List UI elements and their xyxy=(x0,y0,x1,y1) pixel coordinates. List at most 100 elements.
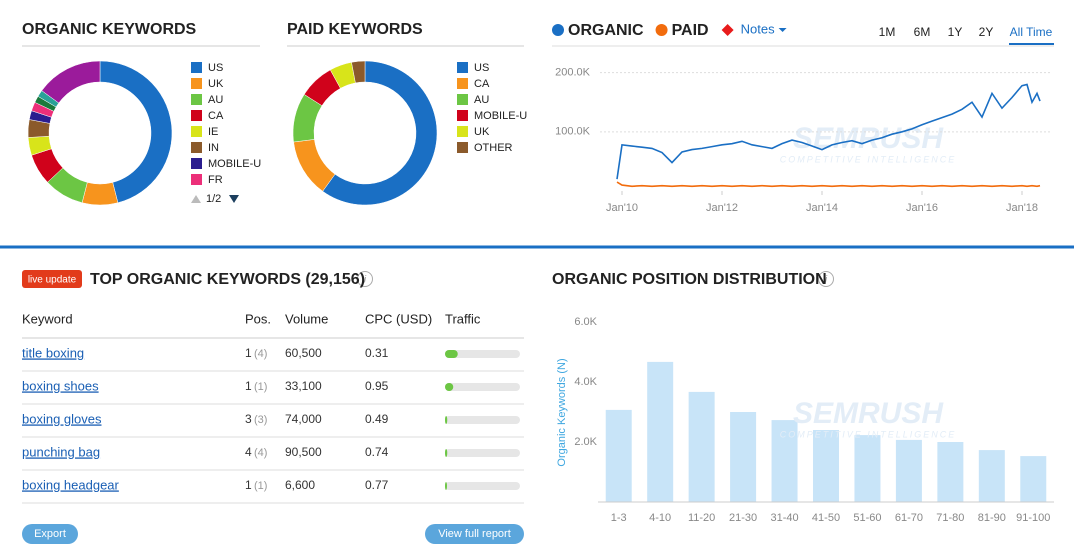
page-next[interactable] xyxy=(229,195,239,203)
keyword-link[interactable]: boxing headgear xyxy=(22,477,120,492)
previous-position: (4) xyxy=(254,348,267,360)
bar xyxy=(1020,456,1047,502)
section-title: ORGANIC KEYWORDS xyxy=(22,21,197,38)
column-header: Keyword xyxy=(22,311,73,326)
button[interactable] xyxy=(22,524,78,544)
section-title: PAID KEYWORDS xyxy=(287,21,423,38)
legend-label: IN xyxy=(208,142,219,154)
watermark-tagline: COMPETITIVE INTELLIGENCE xyxy=(780,154,957,164)
section-title: TOP ORGANIC KEYWORDS (29,156) xyxy=(90,271,365,288)
x-tick-label: 61-70 xyxy=(895,512,923,524)
legend-swatch xyxy=(457,78,468,89)
bar xyxy=(647,361,674,502)
legend-swatch xyxy=(191,62,202,73)
traffic-bar xyxy=(445,482,447,490)
donut-slice xyxy=(99,60,173,204)
range-button[interactable]: 2Y xyxy=(979,25,994,39)
section-title: ORGANIC POSITION DISTRIBUTION xyxy=(552,271,827,288)
x-tick-label: 41-50 xyxy=(812,512,840,524)
keyword-link[interactable]: boxing gloves xyxy=(22,411,102,426)
info-icon-glyph: i xyxy=(825,275,828,286)
donut-slice xyxy=(81,182,119,206)
position: 1 xyxy=(245,478,252,492)
legend-label: ORGANIC xyxy=(568,22,644,39)
legend-label: US xyxy=(208,62,223,74)
keyword-link[interactable]: boxing shoes xyxy=(22,378,99,393)
watermark-tagline: COMPETITIVE INTELLIGENCE xyxy=(780,429,957,439)
keyword-link[interactable]: title boxing xyxy=(22,345,84,360)
y-tick-label: 6.0K xyxy=(574,316,597,328)
legend-label: IE xyxy=(208,126,218,138)
y-tick-label: 100.0K xyxy=(555,126,591,138)
volume: 74,000 xyxy=(285,412,322,426)
button-label[interactable]: View full report xyxy=(438,528,511,540)
x-tick-label: 4-10 xyxy=(649,512,671,524)
watermark: SEMRUSH xyxy=(793,397,944,430)
x-tick-label: 1-3 xyxy=(611,512,627,524)
traffic-track xyxy=(445,416,520,424)
notes-caret xyxy=(778,28,787,32)
range-button[interactable]: 6M xyxy=(914,25,931,39)
button-label[interactable]: Export xyxy=(34,528,66,540)
x-tick-label: 71-80 xyxy=(936,512,964,524)
legend-label: AU xyxy=(474,94,489,106)
position: 1 xyxy=(245,346,252,360)
bar xyxy=(730,412,757,502)
bar xyxy=(771,420,798,502)
bar xyxy=(688,391,715,502)
legend-swatch xyxy=(457,126,468,137)
cpc: 0.49 xyxy=(365,412,389,426)
cpc: 0.31 xyxy=(365,346,389,360)
live-badge-label: live update xyxy=(28,275,77,286)
column-header: CPC (USD) xyxy=(365,311,432,326)
donut-slice xyxy=(41,60,101,104)
bar xyxy=(978,450,1005,502)
donut-slice xyxy=(351,60,366,84)
legend-label: UK xyxy=(208,78,224,90)
pagination: 1/2 xyxy=(206,193,221,205)
volume: 60,500 xyxy=(285,346,322,360)
legend-label: MOBILE-U xyxy=(208,158,261,170)
legend-label: UK xyxy=(474,126,490,138)
button[interactable] xyxy=(425,524,524,544)
position: 1 xyxy=(245,379,252,393)
previous-position: (1) xyxy=(254,480,267,492)
notes-toggle[interactable]: Notes xyxy=(741,21,775,36)
legend-label: CA xyxy=(208,110,224,122)
legend-label: PAID xyxy=(672,22,709,39)
x-tick-label: Jan'10 xyxy=(606,202,638,214)
x-tick-label: 21-30 xyxy=(729,512,757,524)
live-badge xyxy=(22,270,82,288)
traffic-track xyxy=(445,482,520,490)
bar xyxy=(854,435,881,502)
x-tick-label: 91-100 xyxy=(1016,512,1050,524)
x-tick-label: Jan'14 xyxy=(806,202,838,214)
watermark: SEMRUSH xyxy=(793,122,944,155)
range-button[interactable]: All Time xyxy=(1010,25,1053,39)
notes-icon xyxy=(721,24,734,36)
line-series xyxy=(616,83,1041,180)
range-button[interactable]: 1Y xyxy=(948,25,963,39)
y-tick-label: 4.0K xyxy=(574,376,597,388)
legend-swatch xyxy=(191,142,202,153)
legend-dot xyxy=(552,24,564,36)
previous-position: (1) xyxy=(254,381,267,393)
y-axis-title: Organic Keywords (N) xyxy=(556,358,568,466)
page-prev[interactable] xyxy=(191,195,201,203)
cpc: 0.77 xyxy=(365,478,389,492)
info-icon[interactable] xyxy=(357,271,373,287)
traffic-track xyxy=(445,449,520,457)
bar xyxy=(937,442,964,502)
traffic-track xyxy=(445,350,520,358)
previous-position: (4) xyxy=(254,447,267,459)
x-tick-label: 11-20 xyxy=(688,512,715,524)
keyword-link[interactable]: punching bag xyxy=(22,444,100,459)
column-header: Pos. xyxy=(245,311,271,326)
x-tick-label: 31-40 xyxy=(770,512,798,524)
legend-swatch xyxy=(457,110,468,121)
range-button[interactable]: 1M xyxy=(879,25,896,39)
info-icon[interactable] xyxy=(818,271,834,287)
legend-swatch xyxy=(457,62,468,73)
traffic-bar xyxy=(445,416,448,424)
